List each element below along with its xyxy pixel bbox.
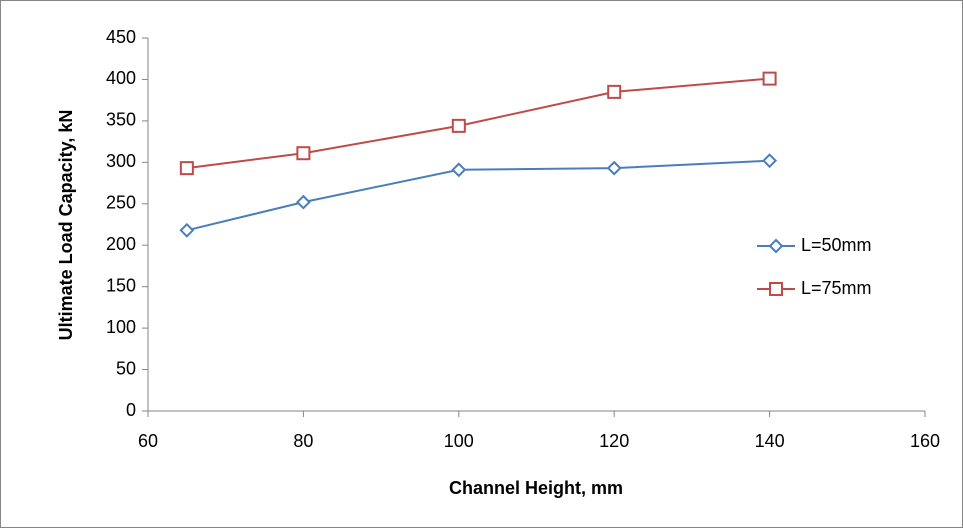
data-point <box>762 71 777 86</box>
series-2 <box>179 71 777 176</box>
data-point <box>607 84 622 99</box>
x-tick-label: 80 <box>293 431 313 451</box>
data-point <box>296 146 311 161</box>
legend-marker <box>769 282 783 296</box>
x-tick-label: 100 <box>444 431 474 451</box>
y-tick-label: 400 <box>106 68 136 88</box>
y-tick-label: 350 <box>106 110 136 130</box>
y-axis-title: Ultimate Load Capacity, kN <box>56 110 76 341</box>
y-tick-label: 450 <box>106 27 136 47</box>
data-point <box>179 161 194 176</box>
data-point <box>606 160 622 176</box>
y-tick-label: 250 <box>106 193 136 213</box>
x-tick-label: 160 <box>910 431 940 451</box>
legend-label: L=50mm <box>801 235 872 255</box>
y-tick-label: 50 <box>116 358 136 378</box>
x-tick-label: 140 <box>755 431 785 451</box>
y-tick-label: 200 <box>106 234 136 254</box>
x-axis-title: Channel Height, mm <box>449 478 623 498</box>
y-tick-label: 150 <box>106 275 136 295</box>
legend-marker <box>768 238 784 254</box>
y-tick-label: 0 <box>126 400 136 420</box>
data-point <box>295 194 311 210</box>
legend-entry: L=50mm <box>757 235 872 255</box>
data-point <box>451 118 466 133</box>
legend-label: L=75mm <box>801 278 872 298</box>
x-tick-label: 60 <box>138 431 158 451</box>
data-point <box>179 222 195 238</box>
y-tick-label: 100 <box>106 317 136 337</box>
legend-entry: L=75mm <box>757 278 872 298</box>
data-point <box>762 153 778 169</box>
series-1 <box>179 153 778 238</box>
data-point <box>451 162 467 178</box>
x-tick-label: 120 <box>599 431 629 451</box>
y-tick-label: 300 <box>106 151 136 171</box>
